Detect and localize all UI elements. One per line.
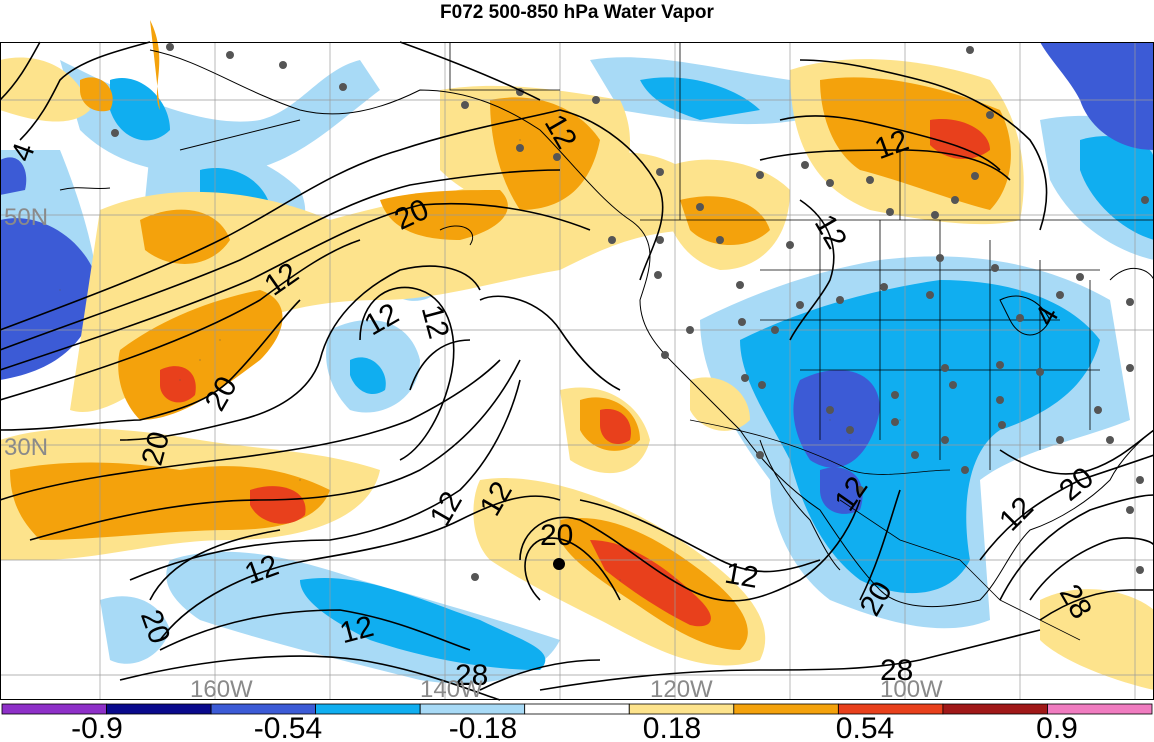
- colorbar: [1, 703, 1153, 715]
- colorbar-swatch: [1047, 703, 1153, 715]
- colorbar-tick-label: 0.18: [643, 712, 701, 742]
- colorbar-tick-label: -0.18: [449, 712, 517, 742]
- anomaly-shading-strong-negative: [0, 42, 1154, 514]
- colorbar-swatch: [524, 703, 630, 715]
- contour-label: 20: [540, 519, 573, 552]
- lon-label-160w: 160W: [190, 676, 253, 703]
- colorbar-swatch: [315, 703, 421, 715]
- colorbar-tick-labels: -0.9 -0.54 -0.18 0.18 0.54 0.9: [71, 712, 1078, 742]
- anomaly-shading-moderate-negative: [110, 77, 1154, 670]
- colorbar-swatch: [942, 703, 1048, 715]
- colorbar-swatch: [733, 703, 839, 715]
- contour-label: 12: [722, 557, 761, 595]
- colorbar-tick-label: -0.54: [254, 712, 322, 742]
- contour-label: 28: [880, 654, 913, 687]
- colorbar-tick-label: 0.9: [1036, 712, 1078, 742]
- colorbar-tick-label: 0.54: [836, 712, 894, 742]
- grid-labels: 50N 30N 160W 140W 120W 100W: [4, 204, 943, 703]
- lat-label-30n: 30N: [4, 434, 48, 461]
- lat-lon-grid: [0, 42, 1154, 700]
- water-vapor-contours: [0, 41, 1154, 701]
- political-borders: [449, 42, 1154, 641]
- anomaly-shading-strong-positive: [160, 119, 990, 627]
- lon-label-140w: 140W: [420, 676, 483, 703]
- map-title: F072 500-850 hPa Water Vapor: [440, 2, 714, 23]
- lon-label-100w: 100W: [880, 676, 943, 703]
- storm-center-marker: [553, 558, 565, 570]
- colorbar-tick-label: -0.9: [71, 712, 123, 742]
- lon-label-120w: 120W: [650, 676, 713, 703]
- contour-label: 28: [455, 659, 488, 692]
- station-dots: [111, 43, 1149, 581]
- lat-label-50n: 50N: [4, 204, 48, 231]
